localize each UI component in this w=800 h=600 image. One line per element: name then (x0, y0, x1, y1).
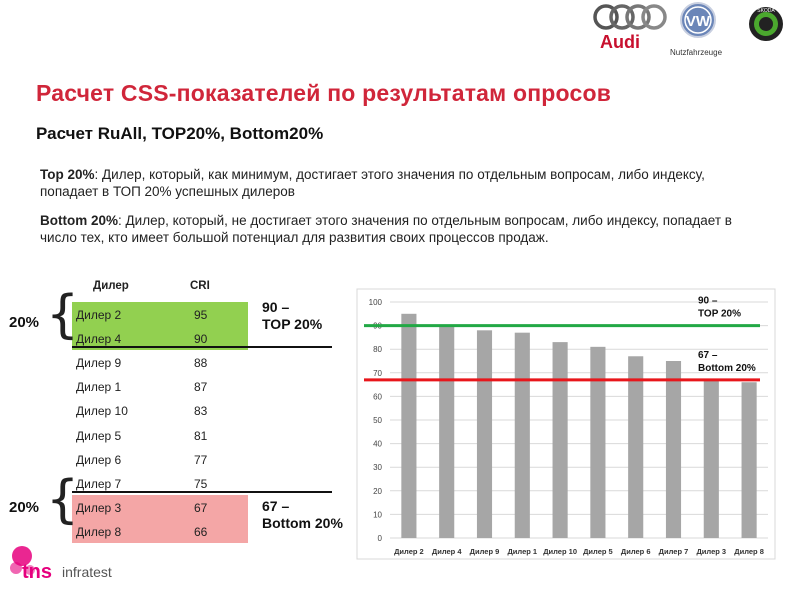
skoda-logo: ŠKODA (749, 7, 783, 41)
reference-label-line2: Bottom 20% (698, 363, 756, 374)
bottom-threshold-label: 67 – Bottom 20% (262, 498, 343, 532)
cri-value: 67 (194, 500, 208, 515)
dealer-name: Дилер 3 (76, 500, 122, 515)
y-tick-label: 0 (378, 534, 383, 543)
x-tick-label: Дилер 3 (696, 547, 726, 556)
dealer-name: Дилер 2 (76, 308, 122, 322)
reference-label-line1: 67 – (698, 350, 718, 361)
x-tick-label: Дилер 8 (734, 547, 764, 556)
x-tick-label: Дилер 6 (621, 547, 651, 556)
y-tick-label: 70 (373, 369, 382, 378)
bar (628, 356, 644, 538)
y-tick-label: 100 (369, 298, 383, 307)
top-threshold-rule (72, 346, 332, 348)
table-row: Дилер 1 87 (72, 374, 248, 398)
page-title: Расчет CSS-показателей по результатам оп… (36, 80, 612, 106)
infratest-text: infratest (62, 564, 112, 580)
dealer-name: Дилер 6 (76, 452, 122, 467)
dealer-name: Дилер 10 (76, 404, 128, 419)
dealer-name: Дилер 7 (76, 476, 122, 491)
page-subtitle: Расчет RuAll, TOP20%, Bottom20% (36, 124, 324, 143)
top-threshold-line1: 90 – (262, 299, 290, 315)
y-tick-label: 10 (373, 510, 382, 519)
bottom-threshold-rule (72, 491, 332, 493)
cri-value: 81 (194, 428, 208, 443)
tns-text: tns (22, 561, 52, 583)
table-row: Дилер 3 67 (72, 494, 248, 519)
y-tick-label: 40 (373, 440, 382, 449)
bar (703, 379, 719, 538)
col-cri-header: CRI (190, 280, 210, 292)
top-threshold-line2: TOP 20% (262, 316, 323, 332)
table-row: Дилер 5 81 (72, 423, 248, 447)
top-threshold-label: 90 – TOP 20% (262, 299, 322, 333)
bottom-brace: { (46, 470, 80, 530)
table-row: Дилер 6 77 (72, 447, 248, 471)
table-row: Дилер 8 66 (72, 518, 248, 543)
bar (401, 313, 417, 538)
top-term: Top 20% (40, 167, 95, 182)
audi-text: Audi (600, 32, 640, 52)
cri-value: 87 (194, 380, 208, 395)
dealer-name: Дилер 9 (76, 356, 122, 371)
cri-value: 66 (194, 524, 208, 539)
table-row: Дилер 2 95 (72, 302, 248, 326)
cri-value: 75 (194, 476, 208, 491)
x-tick-label: Дилер 2 (394, 547, 424, 556)
bar (741, 382, 757, 538)
x-tick-label: Дилер 7 (659, 547, 689, 556)
cri-value: 88 (194, 356, 208, 371)
top-brace: { (46, 285, 80, 345)
top-percent-label: 20% (9, 314, 40, 331)
reference-label-line1: 90 – (698, 296, 718, 307)
col-dealer-header: Дилер (93, 280, 129, 292)
reference-label-line2: TOP 20% (698, 309, 741, 320)
bar (665, 361, 682, 538)
audi-logo: Audi (593, 4, 667, 52)
vw-text: Nutzfahrzeuge (670, 48, 723, 57)
x-tick-label: Дилер 9 (470, 547, 500, 556)
y-tick-label: 60 (373, 392, 382, 401)
y-tick-label: 50 (373, 416, 382, 425)
bar (514, 332, 530, 538)
bar (590, 346, 606, 538)
bottom-threshold-line2: Bottom 20% (262, 515, 343, 531)
cri-value: 90 (194, 332, 208, 347)
cri-value: 83 (194, 404, 208, 419)
table-row: Дилер 10 83 (72, 398, 248, 422)
x-tick-label: Дилер 5 (583, 547, 613, 556)
bar (476, 330, 493, 538)
bar (439, 325, 455, 538)
y-tick-label: 20 (373, 487, 382, 496)
vw-logo: VW Nutzfahrzeuge (670, 2, 723, 57)
y-tick-label: 30 (373, 463, 382, 472)
dealer-name: Дилер 5 (76, 428, 122, 443)
table-row: Дилер 9 88 (72, 350, 248, 374)
bottom-text: : Дилер, который, не достигает этого зна… (40, 213, 732, 245)
top-text: : Дилер, который, как минимум, достигает… (40, 167, 705, 199)
skoda-text: ŠKODA (757, 7, 775, 14)
dealer-name: Дилер 8 (76, 524, 122, 539)
top-definition: Top 20%: Дилер, который, как минимум, до… (40, 166, 760, 200)
svg-text:VW: VW (686, 13, 711, 30)
cri-value: 77 (194, 452, 208, 467)
bottom-definition: Bottom 20%: Дилер, который, не достигает… (40, 212, 740, 246)
y-tick-label: 80 (373, 345, 382, 354)
x-tick-label: Дилер 10 (543, 547, 577, 556)
cri-value: 95 (194, 308, 208, 322)
dealer-name: Дилер 4 (76, 332, 122, 347)
tns-infratest-logo: tns infratest (8, 544, 138, 586)
x-tick-label: Дилер 1 (507, 547, 537, 556)
bottom-threshold-line1: 67 – (262, 498, 290, 514)
table-row: Дилер 7 75 (72, 471, 248, 495)
brand-logos: Audi VW Nutzfahrzeuge ŠKODA (593, 2, 783, 57)
bottom-term: Bottom 20% (40, 213, 119, 228)
dealer-name: Дилер 1 (76, 380, 122, 395)
bottom-percent-label: 20% (9, 499, 40, 516)
x-tick-label: Дилер 4 (432, 547, 462, 556)
bar (552, 342, 568, 538)
